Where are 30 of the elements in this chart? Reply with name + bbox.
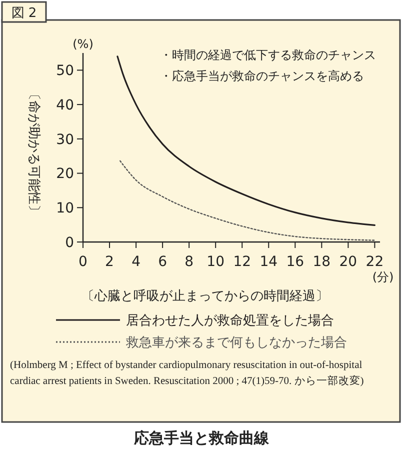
text: 応急手当と救命曲線 [133,429,270,447]
x-tick-label: 12 [233,254,252,270]
y-tick-label: 20 [56,166,74,182]
text: (%) [72,37,94,51]
legend-label: 救急車が来るまで何もしなかった場合 [125,336,347,351]
x-tick-label: 2 [105,254,114,270]
x-tick-label: 8 [184,254,194,270]
y-tick-label: 0 [65,234,74,251]
x-axis-title: 〔心臓と呼吸が止まってからの時間経過〕 [82,288,328,304]
line-series [120,160,376,241]
y-axis-title: 〔命が助かる可能性〕 [26,88,41,218]
text: (Holmberg M ; Effect of bystander cardiopulmonary resuscitation in out-of-hospital cardiac arrest patients in Sweden. Resuscitation 2000 ; 47(1)59-70. から一部改変) [10,359,365,389]
x-tick-label: 16 [286,254,304,270]
y-tick-label: 30 [56,132,74,148]
x-tick-label: 0 [78,254,88,270]
y-tick-label: 10 [56,200,74,217]
x-tick-label: 10 [206,254,225,270]
annotation: ・時間の経過で低下する救命のチャンス [160,48,376,62]
x-tick-label: 20 [339,254,358,270]
y-tick-label: 40 [56,97,74,114]
x-tick-label: 22 [366,254,384,270]
x-tick-label: 6 [158,254,168,270]
x-tick-label: 14 [260,254,278,270]
x-tick-label: 4 [132,254,141,270]
legend-label: 居合わせた人が救命処置をした場合 [126,314,334,329]
x-tick-label: 18 [312,254,331,270]
text: (分) [372,270,394,284]
caption: 図 2 [11,6,37,21]
annotation: ・応急手当が救命のチャンスを高める [160,69,364,83]
y-tick-label: 50 [56,63,74,80]
